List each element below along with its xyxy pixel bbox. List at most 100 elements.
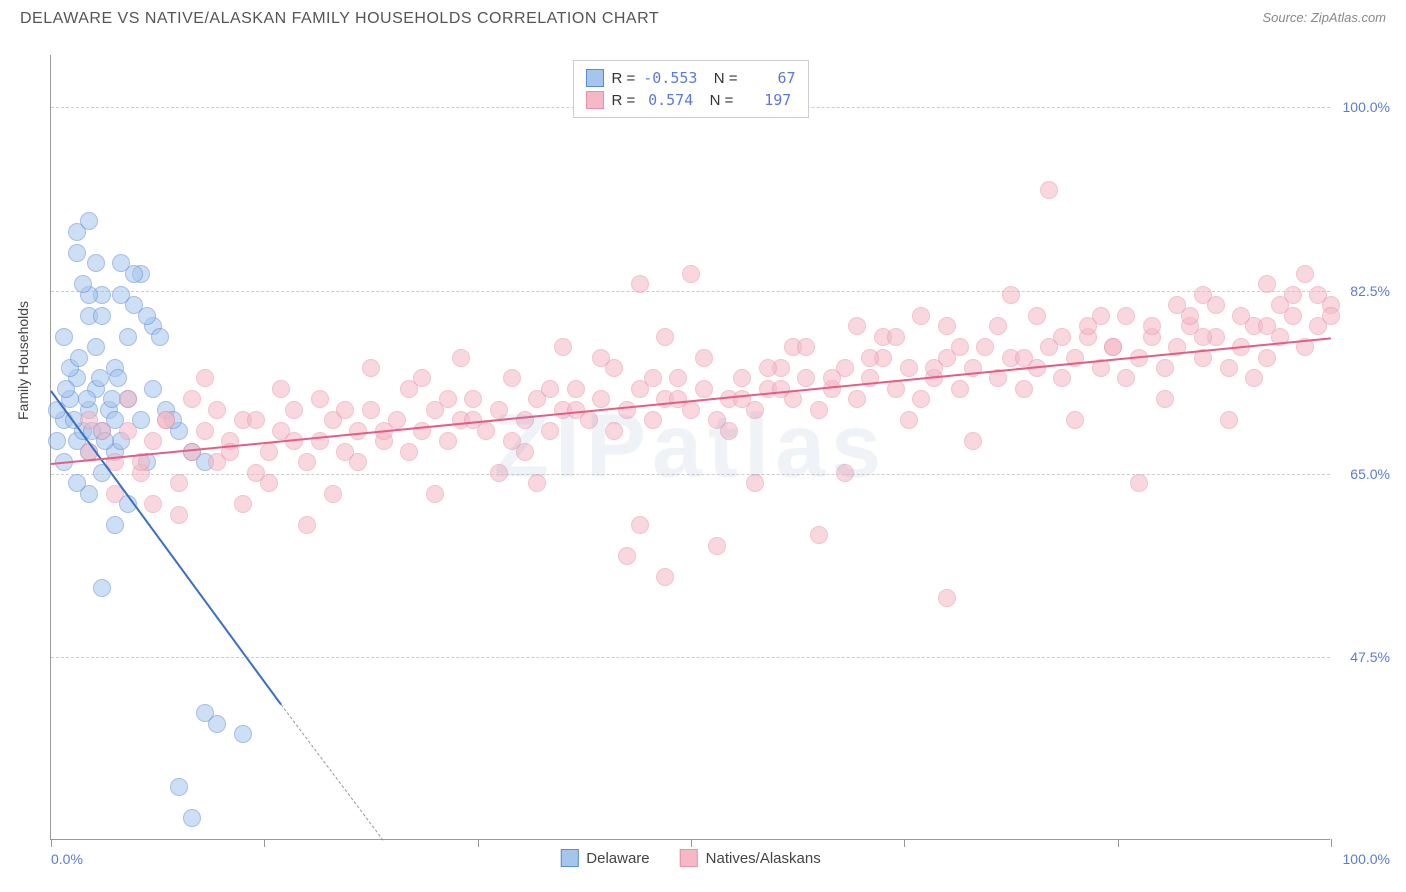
data-point xyxy=(1207,296,1225,314)
data-point xyxy=(759,359,777,377)
data-point xyxy=(656,568,674,586)
legend-item: Delaware xyxy=(560,849,649,867)
data-point xyxy=(900,359,918,377)
data-point xyxy=(682,265,700,283)
data-point xyxy=(1194,328,1212,346)
x-tick xyxy=(1118,839,1119,847)
data-point xyxy=(503,369,521,387)
data-point xyxy=(324,485,342,503)
data-point xyxy=(669,390,687,408)
data-point xyxy=(1258,275,1276,293)
chart-title: DELAWARE VS NATIVE/ALASKAN FAMILY HOUSEH… xyxy=(20,10,659,28)
x-axis-start-label: 0.0% xyxy=(51,851,83,867)
data-point xyxy=(746,474,764,492)
data-point xyxy=(157,411,175,429)
data-point xyxy=(810,401,828,419)
stats-n-value: 197 xyxy=(741,91,791,109)
data-point xyxy=(183,390,201,408)
correlation-stats-box: R =-0.553 N =67R =0.574 N =197 xyxy=(572,60,808,118)
x-tick xyxy=(264,839,265,847)
data-point xyxy=(631,275,649,293)
data-point xyxy=(144,495,162,513)
stats-row: R =-0.553 N =67 xyxy=(585,67,795,89)
legend-swatch xyxy=(560,849,578,867)
data-point xyxy=(1066,411,1084,429)
data-point xyxy=(234,495,252,513)
data-point xyxy=(1117,307,1135,325)
data-point xyxy=(298,453,316,471)
data-point xyxy=(260,474,278,492)
stats-r-value: -0.553 xyxy=(643,69,697,87)
data-point xyxy=(1309,286,1327,304)
data-point xyxy=(80,212,98,230)
data-point xyxy=(68,244,86,262)
data-point xyxy=(439,432,457,450)
data-point xyxy=(196,369,214,387)
data-point xyxy=(1079,317,1097,335)
data-point xyxy=(964,432,982,450)
data-point xyxy=(656,328,674,346)
data-point xyxy=(1322,307,1340,325)
scatter-chart: ZIPatlas R =-0.553 N =67R =0.574 N =197 … xyxy=(50,55,1330,840)
x-tick xyxy=(51,839,52,847)
stats-n-value: 67 xyxy=(746,69,796,87)
data-point xyxy=(196,422,214,440)
data-point xyxy=(93,579,111,597)
data-point xyxy=(93,307,111,325)
data-point xyxy=(1258,317,1276,335)
data-point xyxy=(78,390,96,408)
data-point xyxy=(912,390,930,408)
data-point xyxy=(70,349,88,367)
data-point xyxy=(848,390,866,408)
data-point xyxy=(1156,359,1174,377)
data-point xyxy=(272,380,290,398)
y-axis-label: Family Households xyxy=(15,301,31,420)
x-tick xyxy=(691,839,692,847)
data-point xyxy=(260,443,278,461)
data-point xyxy=(119,328,137,346)
data-point xyxy=(1245,369,1263,387)
data-point xyxy=(720,422,738,440)
legend: Delaware Natives/Alaskans xyxy=(560,849,820,867)
data-point xyxy=(285,401,303,419)
data-point xyxy=(349,422,367,440)
data-point xyxy=(87,338,105,356)
data-point xyxy=(516,411,534,429)
data-point xyxy=(567,380,585,398)
data-point xyxy=(138,307,156,325)
stats-row: R =0.574 N =197 xyxy=(585,89,795,111)
y-tick-label: 47.5% xyxy=(1350,649,1390,665)
data-point xyxy=(708,537,726,555)
data-point xyxy=(413,369,431,387)
data-point xyxy=(208,715,226,733)
data-point xyxy=(170,474,188,492)
data-point xyxy=(605,422,623,440)
data-point xyxy=(426,485,444,503)
x-axis-end-label: 100.0% xyxy=(1343,851,1390,867)
data-point xyxy=(144,432,162,450)
trend-line xyxy=(51,338,1331,466)
data-point xyxy=(1258,349,1276,367)
data-point xyxy=(772,380,790,398)
data-point xyxy=(912,307,930,325)
data-point xyxy=(900,411,918,429)
data-point xyxy=(112,286,130,304)
data-point xyxy=(336,401,354,419)
data-point xyxy=(631,516,649,534)
data-point xyxy=(618,547,636,565)
data-point xyxy=(810,526,828,544)
data-point xyxy=(362,359,380,377)
data-point xyxy=(87,254,105,272)
stats-n-label: N = xyxy=(701,92,733,109)
legend-label: Natives/Alaskans xyxy=(706,850,821,867)
data-point xyxy=(1002,286,1020,304)
data-point xyxy=(618,401,636,419)
stats-r-value: 0.574 xyxy=(643,91,693,109)
data-point xyxy=(208,401,226,419)
x-tick xyxy=(1331,839,1332,847)
data-point xyxy=(1296,265,1314,283)
data-point xyxy=(1117,369,1135,387)
data-point xyxy=(74,275,92,293)
data-point xyxy=(541,422,559,440)
data-point xyxy=(695,380,713,398)
